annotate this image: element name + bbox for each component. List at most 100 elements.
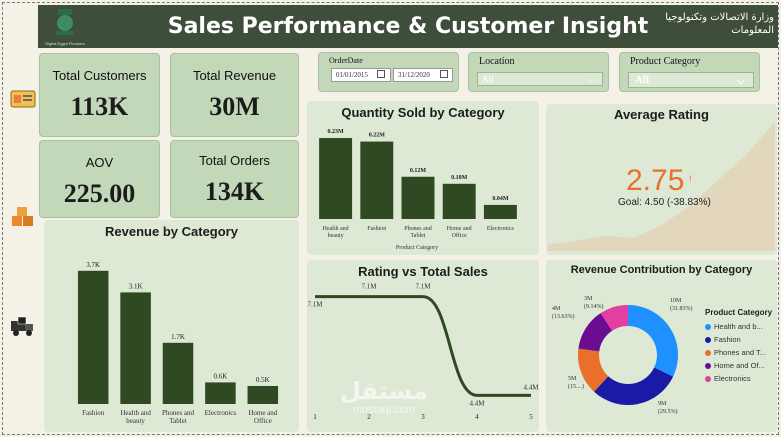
category-dropdown[interactable]: All ⌵ (628, 72, 754, 88)
revenue-by-category-panel: Revenue by Category 3.7K Fashion 3.1K Healt… (44, 220, 299, 432)
filter-label: Location (479, 56, 515, 67)
chevron-down-icon: ⌵ (736, 75, 745, 87)
bar[interactable] (483, 204, 517, 219)
legend-item[interactable]: Phones and T... (705, 346, 775, 359)
legend-label: Phones and T... (714, 348, 766, 357)
legend-item[interactable]: Home and Of... (705, 359, 775, 372)
x-tick-label: Home and Office (447, 226, 472, 239)
header-bar: Digital Egypt Pioneers Sales Performance… (38, 5, 778, 48)
rating-value: 2.75 (626, 164, 685, 197)
bar[interactable] (77, 270, 109, 404)
revenue-donut-chart: 10M (31.83%) 9M (29.5%) 5M (15....) 4M (13.63%)… (552, 296, 693, 415)
rating-vs-sales-panel: Rating vs Total Sales 7.1M 1 7.1M 2 7.1M 3 4.4… (307, 260, 539, 432)
x-tick-label: 1 (313, 413, 317, 421)
boxes-icon[interactable] (10, 206, 36, 228)
slice-data-label: 9M (29.5%) (658, 401, 678, 415)
donut-slice[interactable] (578, 348, 609, 392)
x-tick-label: Phones and Tablet (404, 226, 432, 239)
bar-data-label: 0.5K (256, 376, 270, 384)
series-line[interactable] (315, 295, 531, 397)
chevron-down-icon: ⌵ (587, 75, 594, 85)
bar-data-label: 0.04M (492, 196, 509, 202)
panel-title: Average Rating (614, 107, 709, 122)
bar-data-label: 0.23M (328, 129, 345, 135)
legend-swatch (705, 336, 711, 343)
quantity-sold-panel: Quantity Sold by Category 0.23M Health an… (307, 101, 539, 255)
trend-area (548, 122, 775, 251)
start-date-input[interactable]: 01/01/2015 (331, 68, 391, 82)
logo-caption: Digital Egypt Pioneers (45, 41, 85, 46)
bar-data-label: 1.7K (171, 333, 185, 341)
rating-line-chart: 7.1M 1 7.1M 2 7.1M 3 4.4M 4 4.4M 5 (308, 283, 539, 421)
x-tick-label: 4 (475, 413, 479, 421)
bar[interactable] (247, 386, 279, 404)
rating-trend-area (548, 122, 775, 251)
revenue-contribution-panel: Revenue Contribution by Category 10M (31.… (546, 260, 777, 432)
bar[interactable] (442, 183, 476, 219)
x-tick-label: Health and beauty (323, 226, 349, 239)
x-tick-label: Home and Office (248, 409, 277, 425)
slice-data-label: 3M (9.14%) (584, 296, 604, 310)
rating-marker: ! (689, 174, 692, 184)
legend-swatch (705, 362, 711, 369)
slice-data-label: 4M (13.63%) (552, 306, 575, 320)
bar-data-label: 0.22M (369, 133, 386, 139)
watermark-text: مستقل (340, 377, 428, 405)
point-data-label: 7.1M (416, 283, 432, 291)
legend-label: Electronics (714, 374, 751, 383)
bar[interactable] (319, 138, 353, 219)
bar[interactable] (360, 141, 394, 219)
donut-slice[interactable] (594, 367, 674, 405)
panel-title: Revenue Contribution by Category (570, 264, 753, 276)
bar-data-label: 0.10M (451, 175, 468, 181)
legend-label: Fashion (714, 335, 741, 344)
bar[interactable] (401, 176, 435, 219)
calendar-icon[interactable] (440, 70, 448, 78)
bar-data-label: 3.7K (86, 261, 100, 269)
page-title: Sales Performance & Customer Insight (167, 14, 649, 39)
donut-slice[interactable] (578, 313, 613, 352)
panel-title: Rating vs Total Sales (358, 264, 488, 279)
location-dropdown[interactable]: All ⌵ (477, 72, 603, 86)
id-card-icon[interactable] (10, 88, 36, 110)
rating-goal: Goal: 4.50 (-38.83%) (618, 197, 711, 208)
kpi-value: 225.00 (63, 179, 136, 208)
ministry-logo: وزارة الاتصالات وتكنولوجيا المعلومات (665, 12, 774, 36)
legend-swatch (705, 375, 711, 382)
legend-swatch (705, 323, 711, 330)
bar-data-label: 3.1K (129, 282, 143, 290)
delivery-truck-icon[interactable] (10, 315, 36, 337)
kpi-total-customers: Total Customers 113K (39, 53, 160, 137)
panel-title: Quantity Sold by Category (341, 105, 505, 120)
sidebar (4, 50, 38, 430)
x-tick-label: Health and beauty (120, 409, 151, 425)
legend-title: Product Category (705, 308, 773, 317)
bar-data-label: 0.6K (213, 372, 227, 380)
legend-item[interactable]: Fashion (705, 333, 775, 346)
donut-legend: Health and b... Fashion Phones and T... Hom… (705, 320, 775, 385)
legend-item[interactable]: Health and b... (705, 320, 775, 333)
kpi-total-revenue: Total Revenue 30M (170, 53, 299, 137)
bar[interactable] (120, 292, 151, 404)
x-tick-label: Electronics (205, 409, 237, 417)
order-date-filter: OrderDate 01/01/2015 31/12/2020 (318, 52, 459, 92)
average-rating-panel: Average Rating 2.75 ! Goal: 4.50 (-38.83… (546, 104, 777, 255)
kpi-value: 134K (204, 177, 265, 206)
kpi-label: Total Customers (52, 68, 147, 83)
end-date-input[interactable]: 31/12/2020 (393, 68, 453, 82)
slice-data-label: 10M (31.83%) (670, 298, 693, 312)
kpi-aov: AOV 225.00 (39, 140, 160, 218)
legend-label: Health and b... (714, 322, 763, 331)
donut-slice[interactable] (628, 305, 678, 377)
digital-egypt-logo: Digital Egypt Pioneers (40, 7, 90, 46)
panel-title: Revenue by Category (105, 224, 238, 239)
kpi-value: 30M (209, 92, 260, 121)
bar[interactable] (162, 342, 194, 404)
calendar-icon[interactable] (377, 70, 385, 78)
donut-slice[interactable] (600, 305, 628, 331)
x-tick-label: Fashion (367, 226, 386, 232)
legend-item[interactable]: Electronics (705, 372, 775, 385)
x-tick-label: Electronics (487, 226, 515, 232)
bar[interactable] (205, 382, 236, 404)
